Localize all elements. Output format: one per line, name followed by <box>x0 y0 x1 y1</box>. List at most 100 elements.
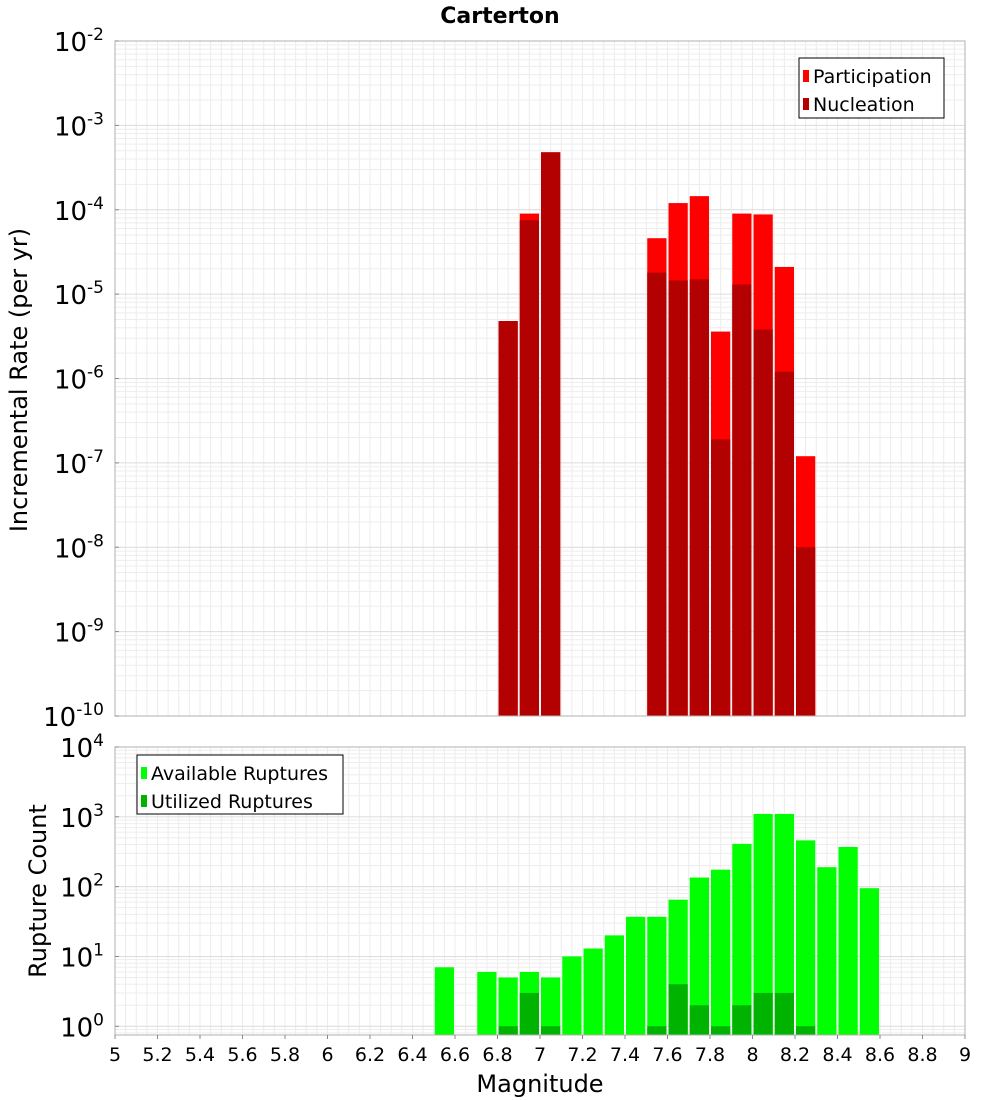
bar-available-ruptures <box>477 971 497 1035</box>
y-tick-label: 10-6 <box>54 363 104 396</box>
bar-available-ruptures <box>498 977 518 1035</box>
bar-available-ruptures <box>583 948 603 1035</box>
bar-nucleation <box>647 272 667 716</box>
bar-utilized-ruptures <box>711 1026 731 1035</box>
bar-available-ruptures <box>796 840 816 1035</box>
x-tick-label: 8.4 <box>822 1044 852 1066</box>
bar-available-ruptures <box>838 846 858 1035</box>
bottom-bars <box>434 813 879 1035</box>
bar-utilized-ruptures <box>647 1026 667 1035</box>
top-y-axis-label: Incremental Rate (per yr) <box>5 228 33 532</box>
bar-utilized-ruptures <box>519 992 539 1035</box>
x-tick-label: 6.2 <box>355 1044 385 1066</box>
bar-available-ruptures <box>711 869 731 1035</box>
legend-swatch <box>141 795 147 807</box>
bar-utilized-ruptures <box>753 992 773 1035</box>
bar-available-ruptures <box>817 867 837 1035</box>
x-tick-label: 8.2 <box>780 1044 810 1066</box>
bar-utilized-ruptures <box>774 992 794 1035</box>
bar-nucleation <box>796 547 816 716</box>
x-tick-label: 5.4 <box>185 1044 215 1066</box>
x-tick-label: 5 <box>109 1044 121 1066</box>
bar-available-ruptures <box>626 916 646 1035</box>
bar-utilized-ruptures <box>689 1005 709 1035</box>
y-tick-label: 103 <box>60 801 104 834</box>
x-tick-label: 5.6 <box>227 1044 257 1066</box>
top-y-tick-labels: 10-10 10-9 10-8 10-7 10-6 10-5 10-4 10-3 10-2 <box>43 25 119 733</box>
legend-box <box>798 57 945 119</box>
bottom-y-axis-label: Rupture Count <box>24 804 52 978</box>
y-tick-label: 10-3 <box>54 109 104 142</box>
bar-nucleation <box>774 371 794 716</box>
legend-label: Nucleation <box>813 94 915 116</box>
bar-available-ruptures <box>732 843 752 1035</box>
bar-utilized-ruptures <box>732 1005 752 1035</box>
y-tick-label: 10-5 <box>54 278 104 311</box>
x-axis-label: Magnitude <box>476 1070 603 1098</box>
legend-label: Available Ruptures <box>151 763 328 785</box>
bottom-legend: Available Ruptures Utilized Ruptures <box>136 754 344 815</box>
bar-nucleation <box>498 321 518 716</box>
y-tick-label: 10-8 <box>54 531 104 564</box>
y-tick-label: 10-9 <box>54 616 104 649</box>
legend-swatch <box>141 767 147 779</box>
y-tick-label: 104 <box>60 731 104 764</box>
bar-available-ruptures <box>541 977 561 1035</box>
x-tick-label: 5.2 <box>142 1044 172 1066</box>
bar-available-ruptures <box>859 888 879 1035</box>
x-tick-label: 7.2 <box>567 1044 597 1066</box>
x-tick-label: 6.8 <box>482 1044 512 1066</box>
y-tick-label: 10-10 <box>43 700 104 733</box>
bar-nucleation <box>519 220 539 717</box>
bar-available-ruptures <box>562 956 582 1035</box>
bar-available-ruptures <box>774 813 794 1035</box>
top-bars <box>498 152 816 717</box>
bottom-y-tick-labels: 100 101 102 103 104 <box>60 731 119 1043</box>
legend-label: Participation <box>813 66 932 88</box>
bar-nucleation <box>753 329 773 716</box>
x-tick-label: 8.6 <box>865 1044 895 1066</box>
legend-swatch <box>803 70 809 82</box>
bar-utilized-ruptures <box>668 984 688 1035</box>
bar-nucleation <box>732 284 752 716</box>
y-tick-label: 101 <box>60 940 104 973</box>
x-tick-label: 6 <box>321 1044 333 1066</box>
bar-available-ruptures <box>753 813 773 1035</box>
legend-label: Utilized Ruptures <box>151 791 313 813</box>
bar-nucleation <box>711 439 731 716</box>
bar-nucleation <box>541 152 561 716</box>
bar-nucleation <box>689 279 709 716</box>
x-tick-label: 6.4 <box>397 1044 427 1066</box>
bar-utilized-ruptures <box>796 1026 816 1035</box>
x-tick-label: 7.6 <box>652 1044 682 1066</box>
x-tick-label: 9 <box>959 1044 971 1066</box>
chart-title: Carterton <box>440 4 559 29</box>
x-tick-label: 8.8 <box>907 1044 937 1066</box>
bar-utilized-ruptures <box>541 1026 561 1035</box>
bar-utilized-ruptures <box>498 1026 518 1035</box>
legend-swatch <box>803 98 809 110</box>
legend-box <box>136 754 344 815</box>
y-tick-label: 100 <box>60 1010 104 1043</box>
x-tick-label: 6.6 <box>440 1044 470 1066</box>
bar-nucleation <box>668 280 688 716</box>
y-tick-label: 10-4 <box>54 194 104 227</box>
top-legend: Participation Nucleation <box>798 57 945 119</box>
y-tick-label: 10-7 <box>54 447 104 480</box>
x-tick-labels: 5 5.2 5.4 5.6 5.8 6 6.2 6.4 6.6 6.8 7 7.2 7.4 7.6 7.8 8… <box>109 1035 971 1066</box>
top-panel: 10-10 10-9 10-8 10-7 10-6 10-5 10-4 10-3 10-2 In… <box>5 25 966 733</box>
bar-available-ruptures <box>689 877 709 1035</box>
x-tick-label: 5.8 <box>270 1044 300 1066</box>
bar-available-ruptures <box>647 916 667 1035</box>
top-gridlines <box>114 41 966 717</box>
x-tick-label: 7.4 <box>610 1044 640 1066</box>
bar-available-ruptures <box>434 967 454 1035</box>
x-tick-label: 7.8 <box>695 1044 725 1066</box>
y-tick-label: 10-2 <box>54 25 104 58</box>
x-tick-label: 7 <box>534 1044 546 1066</box>
y-tick-label: 102 <box>60 871 104 904</box>
bar-available-ruptures <box>604 935 624 1035</box>
bottom-panel: 100 101 102 103 104 5 5.2 5.4 5.6 5.8 6 6.2 6.4 6.6 6… <box>24 731 971 1098</box>
x-tick-label: 8 <box>746 1044 758 1066</box>
